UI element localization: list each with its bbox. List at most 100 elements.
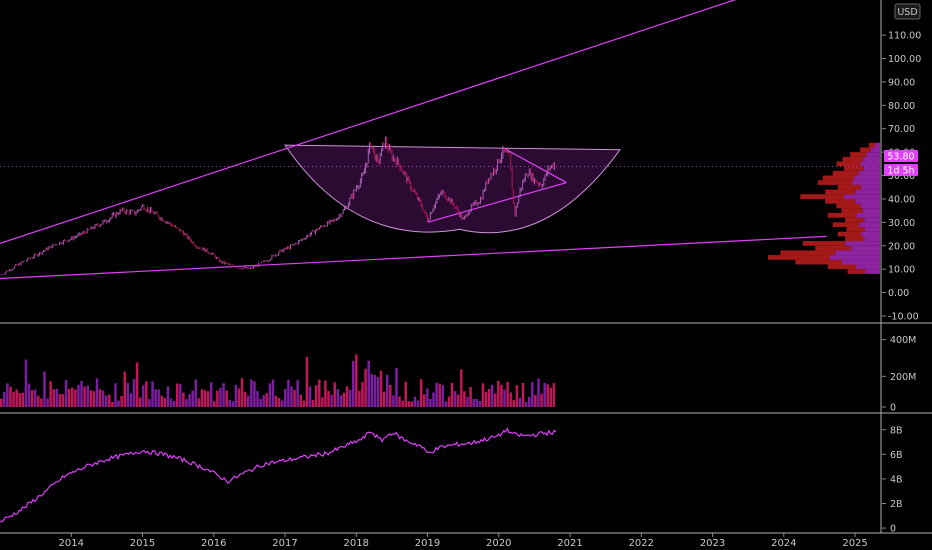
volume-bar — [135, 362, 139, 407]
volume-profile-bar-up — [864, 227, 880, 232]
volume-profile-bar-down — [842, 156, 864, 162]
price-tick-label: 10.00 — [888, 265, 915, 276]
indicator-panel[interactable] — [0, 427, 557, 523]
volume-bar — [277, 398, 281, 407]
time-tick-label: 2019 — [415, 538, 440, 549]
volume-bar — [203, 390, 207, 407]
volume-bar — [497, 380, 500, 407]
volume-profile-bar-up — [860, 203, 880, 209]
volume-profile-bar-up — [841, 259, 880, 265]
volume-bar — [395, 367, 398, 407]
volume-bar — [447, 396, 451, 407]
volume-bar — [21, 392, 25, 407]
volume-axis[interactable]: 400M 200M 0 — [882, 335, 916, 414]
volume-bar — [191, 390, 194, 407]
price-axis[interactable]: 110.00100.0090.0080.0070.0060.0050.0040.… — [882, 31, 921, 323]
volume-tick-label: 200M — [890, 372, 916, 383]
volume-bar — [30, 390, 34, 407]
volume-bar — [234, 384, 238, 407]
volume-bar — [512, 400, 516, 407]
volume-profile-bar-down — [841, 208, 863, 213]
volume-bar — [528, 396, 531, 407]
volume-bar — [515, 385, 519, 407]
volume-tick-label: 400M — [890, 335, 916, 346]
volume-bar — [27, 383, 31, 407]
time-tick-label: 2022 — [629, 538, 654, 549]
currency-button[interactable]: USD — [894, 3, 921, 20]
volume-bar — [546, 384, 549, 407]
volume-bar — [441, 385, 445, 407]
price-tick-label: 40.00 — [888, 194, 915, 205]
volume-bar — [318, 379, 321, 407]
volume-profile-bar-up — [866, 152, 880, 157]
volume-bar — [453, 391, 457, 407]
volume-bar — [216, 390, 219, 407]
upper-trendline — [0, 0, 737, 244]
volume-bar — [450, 382, 454, 407]
volume-bar — [219, 387, 222, 407]
volume-bar — [540, 393, 543, 407]
volume-bar — [172, 400, 176, 407]
volume-bar — [188, 393, 191, 407]
volume-bar — [114, 383, 117, 407]
price-panel[interactable] — [0, 0, 880, 280]
volume-bar — [435, 382, 438, 407]
volume-bar — [83, 386, 86, 407]
volume-profile-bar-up — [854, 175, 880, 181]
volume-bar — [438, 383, 441, 407]
volume-bar — [197, 398, 201, 407]
volume-bar — [259, 399, 262, 407]
volume-profile-bar-down — [768, 255, 830, 260]
volume-profile-bar-down — [800, 194, 845, 199]
volume-bar — [265, 393, 269, 407]
volume-tick-label: 0 — [890, 403, 896, 414]
volume-profile-bar-up — [856, 264, 880, 270]
volume-bar — [364, 368, 367, 407]
volume-bar — [250, 379, 253, 407]
volume-bar — [487, 388, 491, 407]
indicator-tick-label: 4B — [890, 474, 903, 485]
price-tick-label: 90.00 — [888, 77, 915, 88]
volume-bar — [404, 381, 407, 407]
volume-bar — [413, 396, 417, 407]
volume-bar — [518, 397, 522, 407]
volume-bar — [429, 399, 432, 407]
volume-bar — [64, 380, 68, 407]
time-tick-label: 2014 — [59, 538, 84, 549]
time-tick-label: 2024 — [771, 538, 796, 549]
volume-bar — [543, 382, 546, 407]
countdown-label: 1d 5h — [887, 166, 914, 177]
volume-bar — [71, 387, 74, 407]
volume-bar — [389, 384, 392, 407]
volume-profile-bar-down — [827, 264, 857, 270]
volume-bar — [145, 381, 148, 407]
time-axis[interactable]: 2014 2015 2016 2017 2018 2019 2020 2021 2022 2023… — [59, 533, 868, 549]
volume-profile-bar-down — [822, 175, 855, 181]
volume-bar — [321, 397, 324, 407]
volume-bar — [472, 398, 475, 407]
volume-bar — [154, 389, 157, 407]
volume-profile-bar-up — [829, 255, 880, 260]
volume-bar — [194, 379, 197, 407]
indicator-axis[interactable]: 8B 6B 4B 2B 0 — [882, 425, 903, 535]
volume-bar — [77, 384, 80, 407]
volume-bar — [231, 401, 235, 407]
volume-profile-bar-down — [845, 236, 865, 242]
volume-bar — [466, 397, 469, 407]
volume-bar — [398, 396, 401, 407]
volume-bar — [367, 360, 370, 407]
volume-bar — [67, 389, 71, 407]
volume-bar — [104, 395, 108, 407]
volume-bar — [324, 380, 327, 407]
volume-bar — [407, 401, 411, 407]
volume-bar — [157, 389, 160, 407]
volume-bar — [55, 388, 59, 407]
volume-bar — [481, 383, 485, 407]
current-price-label: 53.80 — [887, 152, 914, 163]
volume-bar — [274, 395, 278, 407]
panel-dividers[interactable] — [0, 0, 932, 534]
volume-bar — [311, 400, 315, 407]
volume-bar — [444, 401, 448, 407]
volume-panel[interactable] — [0, 354, 556, 407]
